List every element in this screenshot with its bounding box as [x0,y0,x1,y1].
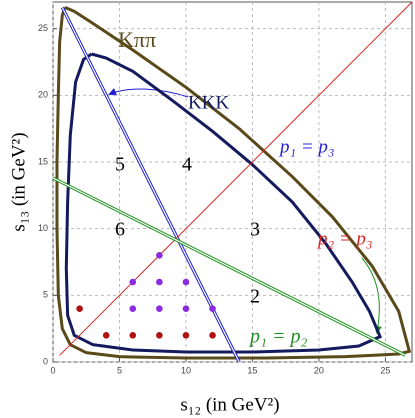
curve [64,52,383,354]
arrow [108,88,189,98]
y-tick-label: 15 [38,156,48,166]
series-label: p₁ = p₂ [248,326,307,348]
region-label: 3 [250,219,260,241]
y-tick-label: 5 [43,290,48,300]
region-label: 6 [115,219,125,241]
series-label: KKK [188,92,229,113]
curve-gap [61,7,240,363]
x-tick-label: 15 [247,365,257,375]
x-tick-label: 10 [181,365,191,375]
series-label: p₂ = p₃ [316,228,373,249]
y-axis-label: s₁₃ (in GeV²) [8,132,29,231]
dot [156,332,163,339]
dot [182,305,190,312]
x-tick-label: 0 [50,365,55,375]
x-tick-label: 5 [117,365,122,375]
dot [129,305,137,312]
region-label: 4 [182,154,192,176]
region-label: 5 [115,154,125,176]
series-label: Kππ [118,27,156,52]
y-tick-label: 0 [43,356,48,366]
arrow [361,257,383,334]
dot [156,305,163,312]
x-axis-label: s₁₂ (in GeV²) [180,394,279,415]
curve [59,1,413,356]
y-tick-label: 10 [38,223,48,233]
dot [129,332,137,339]
dot [156,278,163,286]
x-tick-label: 25 [380,365,390,375]
curve-gap [52,177,406,356]
series-label: p₁ = p₃ [278,136,335,157]
dot [182,332,190,339]
dot [156,252,163,259]
curve [55,5,412,360]
region-label: 2 [250,286,260,308]
y-tick-label: 25 [38,23,48,33]
dot [209,305,216,312]
dot [76,305,83,312]
dot [102,332,110,339]
dot [182,278,190,286]
dot [129,278,137,286]
y-tick-label: 20 [38,90,48,100]
dot [209,332,216,339]
x-tick-label: 20 [314,365,324,375]
